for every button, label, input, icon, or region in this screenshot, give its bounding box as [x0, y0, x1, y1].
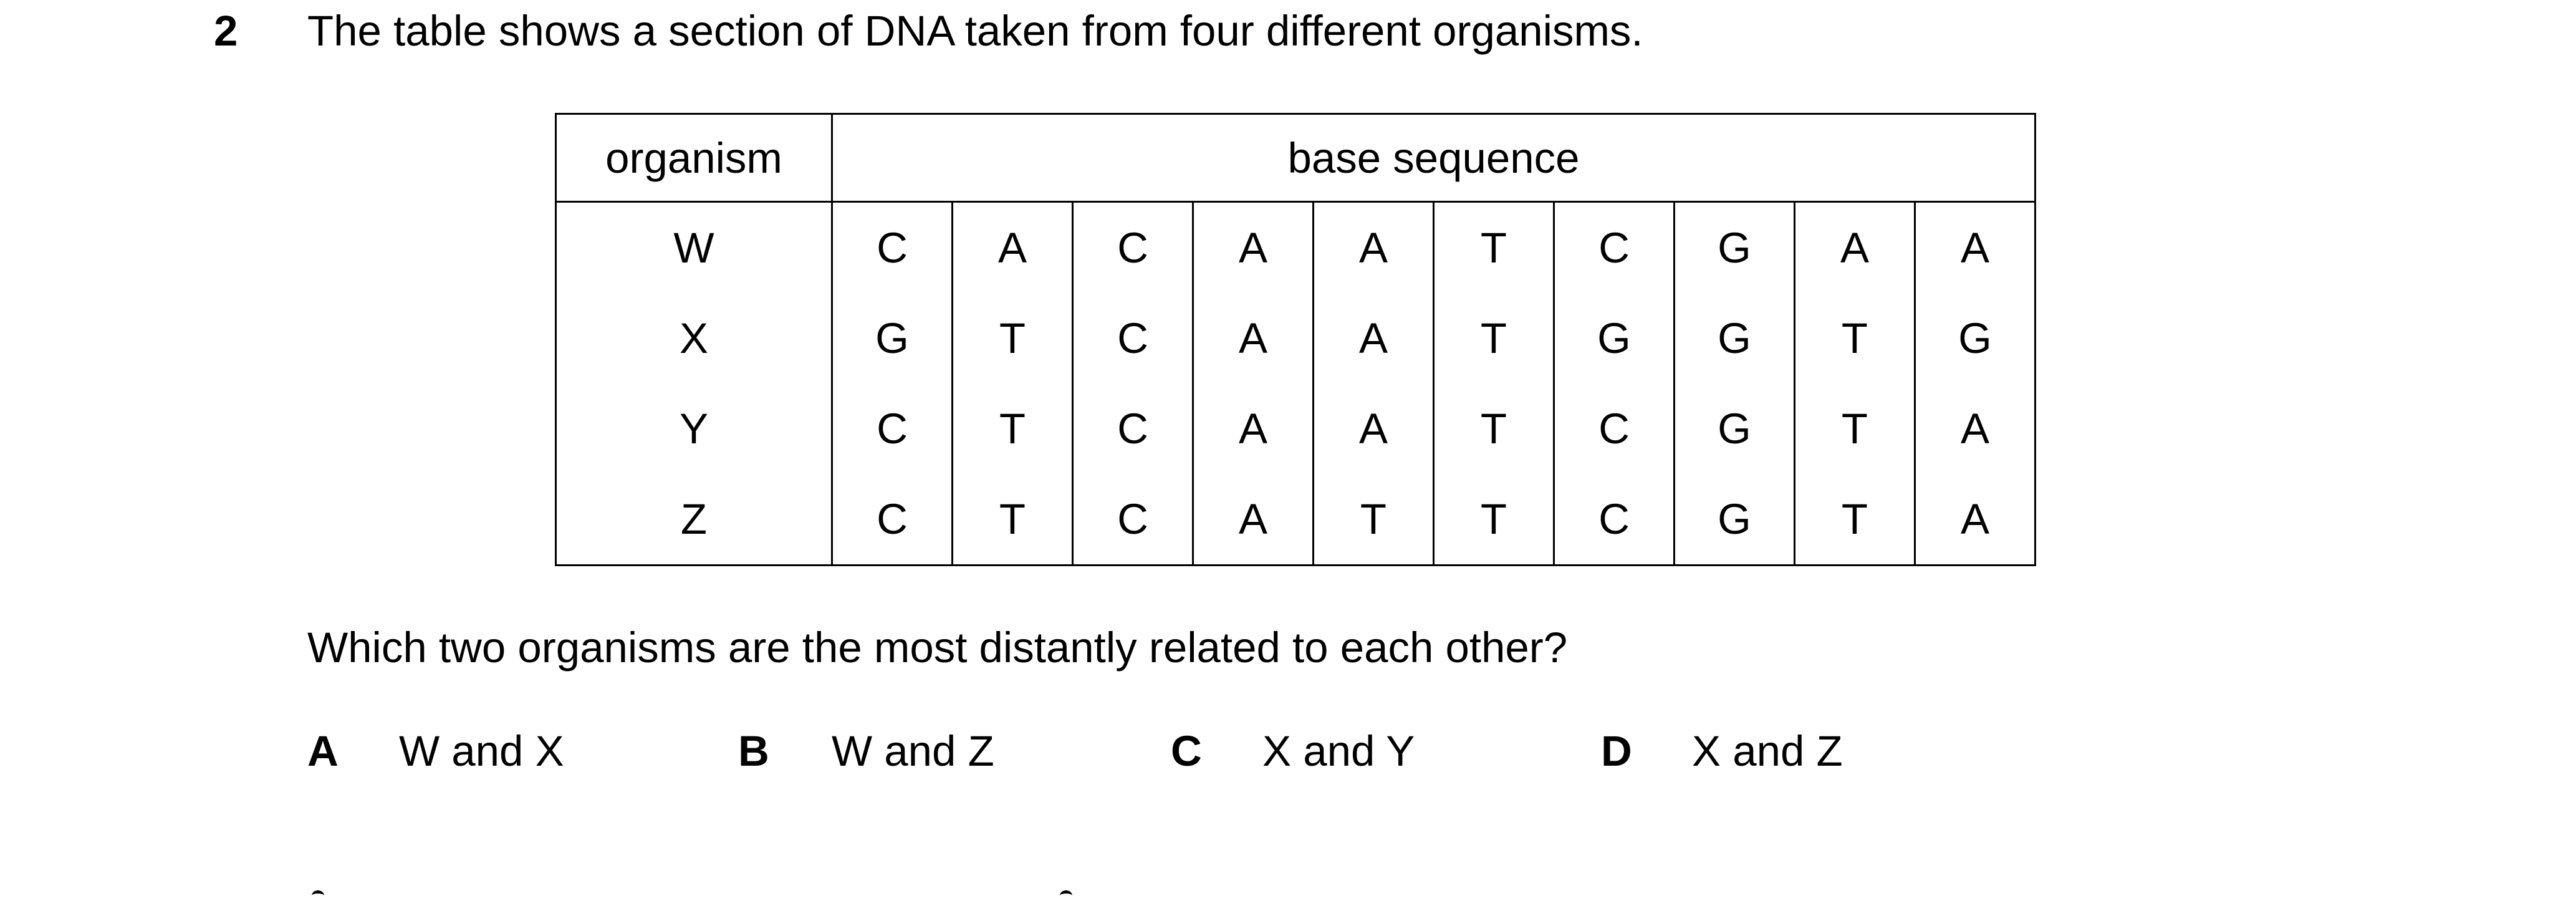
- option-b[interactable]: B W and Z: [738, 726, 1062, 776]
- option-c[interactable]: C X and Y: [1171, 726, 1495, 776]
- table-header-row: organism base sequence: [555, 113, 2036, 203]
- base-cell: C: [831, 201, 953, 293]
- base-cell: A: [1312, 201, 1435, 293]
- table-row: X G T C A A T G G T G: [555, 293, 2036, 383]
- organism-cell: W: [555, 201, 833, 293]
- option-letter: B: [738, 727, 769, 775]
- table-row: W C A C A A T C G A A: [555, 201, 2036, 293]
- base-cell: T: [1312, 474, 1435, 566]
- base-cell: C: [1072, 474, 1194, 566]
- base-cell: C: [1553, 201, 1675, 293]
- base-cell: G: [1673, 201, 1795, 293]
- organism-cell: X: [555, 293, 833, 383]
- base-cell: T: [1433, 474, 1555, 566]
- base-cell: A: [1794, 201, 1916, 293]
- base-cell: G: [1673, 383, 1795, 474]
- base-cell: T: [951, 474, 1074, 566]
- option-text: X and Z: [1692, 727, 1843, 775]
- option-letter: A: [307, 727, 339, 775]
- table-row: Z C T C A T T C G T A: [555, 474, 2036, 566]
- base-cell: T: [1794, 293, 1916, 383]
- option-a[interactable]: A W and X: [307, 726, 632, 776]
- base-cell: A: [1192, 383, 1314, 474]
- base-cell: A: [1914, 201, 2036, 293]
- question-stem: The table shows a section of DNA taken f…: [307, 7, 1643, 55]
- dna-table: organism base sequence W C A C A A T C G…: [555, 113, 2036, 566]
- base-cell: A: [1192, 201, 1314, 293]
- base-sequence-header: base sequence: [831, 113, 2036, 203]
- base-cell: A: [1914, 383, 2036, 474]
- base-cell: G: [1673, 474, 1795, 566]
- base-cell: T: [951, 383, 1074, 474]
- organism-cell: Z: [555, 474, 833, 566]
- base-cell: T: [1794, 474, 1916, 566]
- base-cell: C: [1072, 201, 1194, 293]
- base-cell: T: [1433, 293, 1555, 383]
- cutoff-glyph: [312, 890, 324, 901]
- question-prompt: Which two organisms are the most distant…: [307, 624, 1568, 672]
- option-text: X and Y: [1262, 727, 1415, 775]
- table-row: Y C T C A A T C G T A: [555, 383, 2036, 474]
- base-cell: T: [1433, 383, 1555, 474]
- base-cell: C: [1553, 474, 1675, 566]
- base-cell: A: [951, 201, 1074, 293]
- base-cell: A: [1192, 293, 1314, 383]
- organism-cell: Y: [555, 383, 833, 474]
- base-cell: G: [1914, 293, 2036, 383]
- organism-header: organism: [555, 113, 833, 203]
- base-cell: C: [1072, 293, 1194, 383]
- base-cell: A: [1914, 474, 2036, 566]
- base-cell: C: [1072, 383, 1194, 474]
- option-text: W and X: [399, 727, 564, 775]
- base-cell: A: [1312, 383, 1435, 474]
- base-cell: C: [831, 383, 953, 474]
- base-cell: A: [1192, 474, 1314, 566]
- base-cell: T: [951, 293, 1074, 383]
- answer-options: A W and X B W and Z C X and Y D X and Z: [0, 726, 2576, 783]
- base-cell: T: [1433, 201, 1555, 293]
- base-cell: G: [831, 293, 953, 383]
- question-number: 2: [214, 7, 238, 55]
- option-letter: D: [1601, 727, 1632, 775]
- cutoff-glyph: [1060, 890, 1072, 901]
- base-cell: G: [1553, 293, 1675, 383]
- base-cell: A: [1312, 293, 1435, 383]
- option-text: W and Z: [832, 727, 994, 775]
- option-d[interactable]: D X and Z: [1601, 726, 1925, 776]
- option-letter: C: [1171, 727, 1202, 775]
- base-cell: G: [1673, 293, 1795, 383]
- next-question-cutoff: [0, 890, 2576, 898]
- base-cell: T: [1794, 383, 1916, 474]
- base-cell: C: [1553, 383, 1675, 474]
- base-cell: C: [831, 474, 953, 566]
